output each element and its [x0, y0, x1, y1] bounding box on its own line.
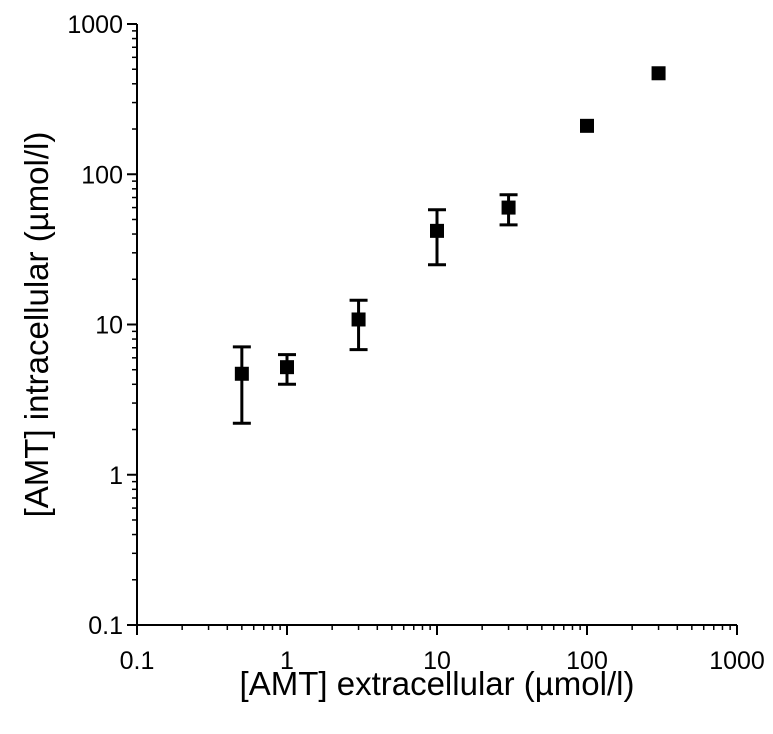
data-point — [351, 312, 366, 327]
data-point — [430, 223, 444, 238]
y-tick-label: 100 — [81, 161, 123, 189]
x-tick-label: 1000 — [709, 647, 765, 675]
ticks: 0.1 1 10 100 1000 0.1 1 10 100 1000 — [67, 11, 764, 675]
x-tick-label: 0.1 — [120, 647, 155, 675]
x-axis-title: [AMT] extracellular (µmol/l) — [240, 665, 635, 702]
data-points — [232, 66, 666, 425]
y-tick-label: 10 — [95, 312, 123, 340]
data-point — [651, 66, 666, 81]
axes — [136, 24, 737, 626]
data-point — [580, 118, 594, 133]
y-axis-title: [AMT] intracellular (µmol/l) — [18, 132, 55, 518]
y-tick-label: 1000 — [67, 11, 123, 39]
x-tick-label: 100 — [566, 647, 608, 675]
y-tick-label: 0.1 — [88, 612, 123, 640]
y-tick-label: 1 — [109, 462, 123, 490]
data-point — [501, 200, 516, 215]
x-tick-label: 10 — [423, 647, 451, 675]
x-tick-label: 1 — [280, 647, 294, 675]
data-point — [280, 360, 294, 375]
data-point — [234, 366, 249, 381]
